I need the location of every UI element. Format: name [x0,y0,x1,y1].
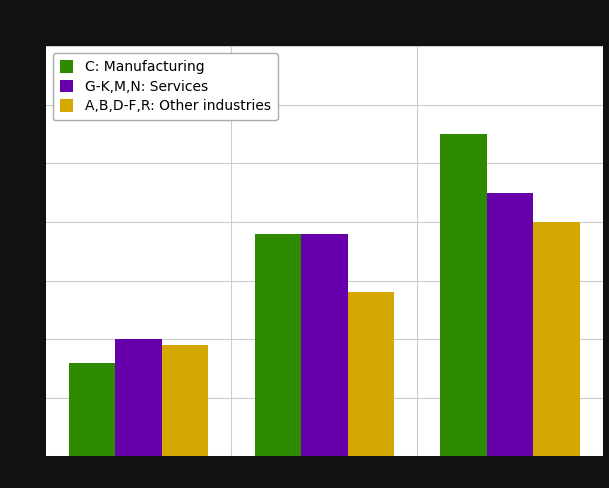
Legend: C: Manufacturing, G-K,M,N: Services, A,B,D-F,R: Other industries: C: Manufacturing, G-K,M,N: Services, A,B… [52,53,278,121]
Bar [162,345,208,456]
Bar [255,234,301,456]
Bar [301,234,348,456]
Bar [69,363,115,456]
Bar [487,193,533,456]
Bar [115,339,162,456]
Bar [533,222,580,456]
Bar [440,134,487,456]
Bar [348,292,394,456]
